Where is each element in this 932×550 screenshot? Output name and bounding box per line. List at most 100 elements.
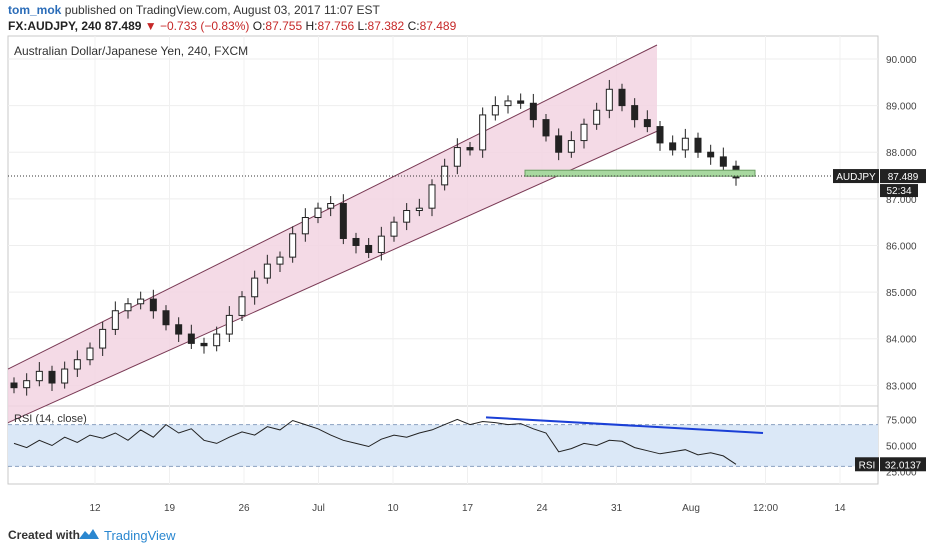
- candle-body: [352, 237, 360, 246]
- candle-body: [175, 324, 183, 335]
- rsi-band: [8, 424, 878, 467]
- candle-body: [10, 382, 18, 389]
- candle-body: [225, 314, 233, 335]
- candle-body: [441, 165, 449, 186]
- candle-body: [681, 137, 689, 151]
- axes: 83.000 84.000 85.000 86.000 87.000 88.000 89.0…: [89, 55, 917, 514]
- candle-body: [428, 184, 436, 209]
- candle-body: [504, 100, 512, 107]
- rsi-title: RSI (14, close): [14, 413, 87, 425]
- candle-body: [390, 221, 398, 237]
- candle-body: [124, 303, 132, 312]
- support-box: [524, 169, 756, 177]
- support-zone[interactable]: [8, 169, 878, 177]
- down-arrow-icon: ▼: [144, 19, 157, 33]
- candle-body: [643, 119, 651, 128]
- price-tag-label-bg: [833, 169, 879, 184]
- candle-body: [263, 263, 271, 279]
- candle-body: [491, 105, 499, 116]
- candle-body: [719, 156, 727, 167]
- time-tick-label: Jul: [312, 503, 325, 514]
- brand-name[interactable]: TradingView: [104, 528, 176, 543]
- close-value: 87.489: [419, 19, 457, 33]
- time-tick-label: 10: [387, 503, 399, 514]
- candle-body: [580, 123, 588, 142]
- candle-body: [61, 368, 69, 384]
- candle-body: [466, 147, 474, 151]
- rsi-tag-value: 32.0137: [885, 460, 922, 471]
- publish-line: tom_mok published on TradingView.com, Au…: [8, 3, 380, 17]
- candle-body: [529, 102, 537, 121]
- candle-body: [301, 217, 309, 235]
- time-tick-label: 12: [89, 503, 101, 514]
- candle-body: [377, 235, 385, 253]
- open-label: O:: [252, 19, 266, 33]
- candle-body: [707, 151, 715, 158]
- price-tag-value: 87.489: [888, 172, 919, 183]
- candle-body: [200, 342, 208, 347]
- candle-body: [365, 244, 373, 253]
- candle-body: [162, 310, 170, 326]
- candle-body: [86, 347, 94, 361]
- candle-body: [605, 88, 613, 111]
- candle-body: [517, 100, 525, 104]
- price-tick-label: 84.000: [886, 335, 917, 346]
- candle-body: [149, 298, 157, 312]
- candle-body: [276, 256, 284, 265]
- chart-title: Australian Dollar/Japanese Yen, 240, FXC…: [14, 44, 248, 58]
- candle-body: [669, 142, 677, 151]
- time-tick-label: 31: [611, 503, 623, 514]
- channel-fill: [8, 44, 657, 423]
- bar-countdown: 52:34: [886, 186, 911, 197]
- tradingview-logo-icon[interactable]: [78, 527, 100, 541]
- candles: [10, 79, 740, 396]
- high-value: 87.756: [317, 19, 355, 33]
- open-value: 87.755: [265, 19, 303, 33]
- price-tag-value-bg: [880, 169, 926, 184]
- price-tick-label: 87.000: [886, 195, 917, 206]
- chart-header: tom_mok published on TradingView.com, Au…: [0, 0, 932, 34]
- candle-body: [403, 210, 411, 223]
- channel-lower-line: [7, 130, 658, 424]
- low-value: 87.382: [367, 19, 405, 33]
- rsi-tag-label-bg: [855, 457, 879, 472]
- price-tick-label: 83.000: [886, 381, 917, 392]
- rsi-trendline: [485, 416, 764, 434]
- candle-body: [618, 88, 626, 107]
- price-tick-label: 90.000: [886, 55, 917, 66]
- candle-body: [567, 140, 575, 153]
- time-tick-label: 12:00: [753, 503, 778, 514]
- candle-body: [289, 233, 297, 258]
- chart-area[interactable]: 83.000 84.000 85.000 86.000 87.000 88.000 89.0…: [0, 34, 932, 520]
- time-tick-label: 26: [238, 503, 250, 514]
- candle-body: [555, 135, 563, 153]
- candle-body: [694, 137, 702, 153]
- grid: [8, 36, 878, 484]
- rsi-tag-label: RSI: [859, 460, 876, 471]
- price-labels: AUDJPY 87.489 52:34 RSI 32.0137: [833, 169, 926, 472]
- price-tick-label: 86.000: [886, 241, 917, 252]
- candle-body: [187, 333, 195, 344]
- candle-body: [213, 333, 221, 347]
- price-tick-label: 88.000: [886, 148, 917, 159]
- countdown-bg: [880, 184, 918, 198]
- candle-body: [327, 203, 335, 209]
- high-label: H:: [305, 19, 318, 33]
- time-tick-label: 24: [536, 503, 548, 514]
- low-label: L:: [357, 19, 368, 33]
- candle-body: [631, 105, 639, 121]
- candle-body: [99, 328, 107, 349]
- rsi-tick-label: 75.000: [886, 415, 917, 426]
- close-label: C:: [407, 19, 420, 33]
- price-tick-label: 85.000: [886, 288, 917, 299]
- rsi-tick-label: 25.000: [886, 468, 917, 479]
- candle-body: [238, 296, 246, 316]
- footer: Created with TradingView: [0, 520, 932, 550]
- candle-body: [73, 359, 81, 370]
- last-price: 87.489: [104, 19, 142, 33]
- candle-body: [48, 370, 56, 384]
- price-change: −0.733 (−0.83%): [160, 19, 250, 33]
- plot-frame: [7, 35, 879, 485]
- author-name[interactable]: tom_mok: [8, 3, 62, 17]
- rsi-pane: [8, 416, 878, 467]
